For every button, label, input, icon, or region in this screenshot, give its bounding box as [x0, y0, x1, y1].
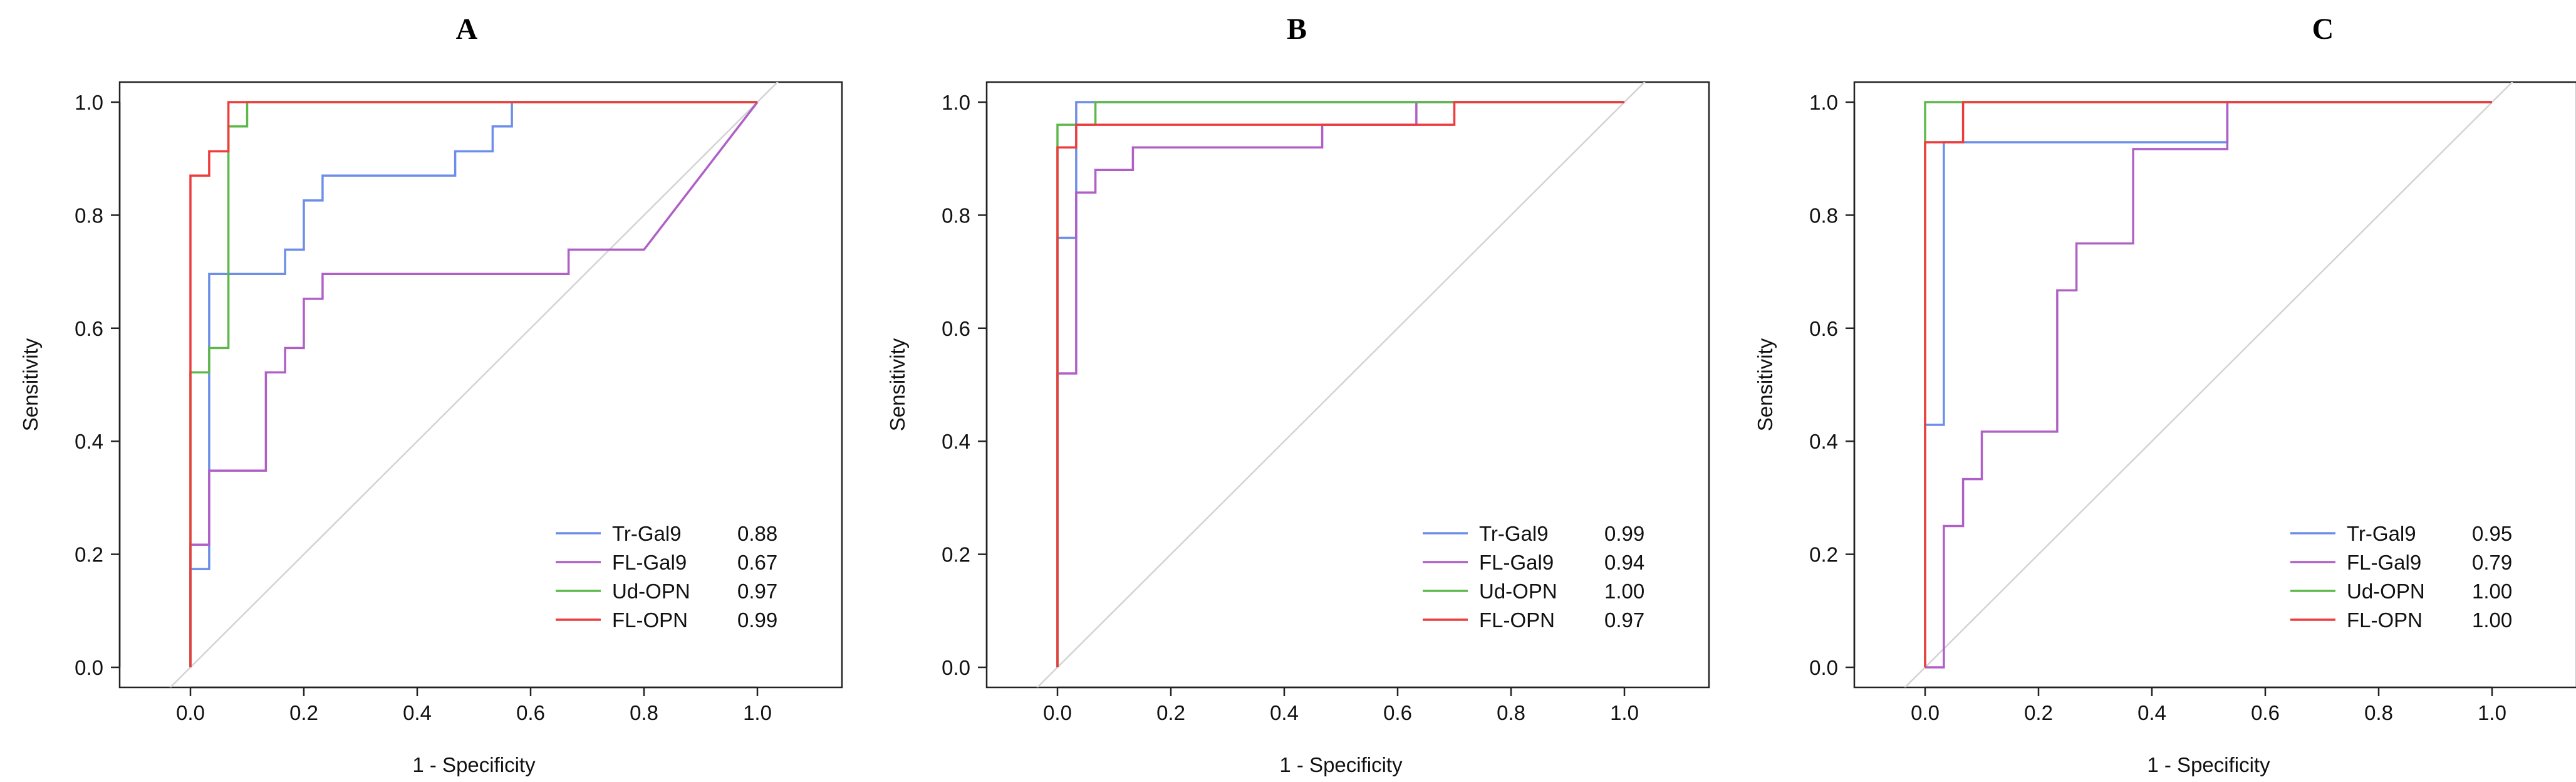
y-tick-label: 0.8 — [75, 204, 103, 227]
x-tick-label: 1.0 — [1610, 701, 1639, 724]
legend-label: FL-Gal9 — [2347, 551, 2421, 574]
y-axis-title: Sensitivity — [886, 338, 909, 431]
legend-label: Tr-Gal9 — [612, 522, 682, 545]
legend-auc-value: 0.94 — [1604, 551, 1644, 574]
legend-label: Ud-OPN — [2347, 580, 2425, 603]
legend-label: Tr-Gal9 — [2347, 522, 2416, 545]
roc-curve-fl-opn — [1056, 101, 1624, 667]
y-tick-label: 0.0 — [942, 656, 970, 679]
y-tick-label: 1.0 — [75, 91, 103, 114]
roc-curve-fl-opn — [189, 101, 757, 667]
panel-title: C — [2312, 13, 2334, 46]
legend-auc-value: 0.99 — [1604, 522, 1644, 545]
x-tick-label: 0.2 — [2024, 701, 2053, 724]
x-axis-title: 1 - Specificity — [2147, 753, 2270, 776]
x-tick-label: 0.6 — [516, 701, 545, 724]
y-tick-label: 0.6 — [75, 317, 103, 340]
y-tick-label: 0.2 — [1809, 543, 1838, 566]
panel-title: A — [456, 13, 478, 46]
panel-c: C 0.0 0.2 0.4 0.6 0.8 1.0 0.0 0.2 0.4 0.6 0.8 1.0 1 -… — [1753, 13, 2576, 776]
y-tick-label: 0.6 — [1809, 317, 1838, 340]
legend-auc-value: 0.97 — [737, 580, 777, 603]
x-tick-label: 0.8 — [2364, 701, 2393, 724]
plot-frame — [1853, 81, 2576, 689]
legend-label: Ud-OPN — [1479, 580, 1557, 603]
y-tick-label: 0.2 — [942, 543, 970, 566]
x-axis-title: 1 - Specificity — [412, 753, 536, 776]
legend-auc-value: 0.95 — [2472, 522, 2512, 545]
x-tick-label: 0.8 — [630, 701, 658, 724]
x-tick-label: 0.6 — [2251, 701, 2280, 724]
y-tick-label: 0.4 — [942, 430, 970, 453]
legend-auc-value: 0.88 — [737, 522, 777, 545]
legend-label: FL-Gal9 — [1479, 551, 1554, 574]
x-tick-label: 0.2 — [289, 701, 318, 724]
legend-auc-value: 1.00 — [2472, 580, 2512, 603]
y-tick-label: 0.2 — [75, 543, 103, 566]
legend-label: FL-OPN — [612, 608, 688, 632]
y-tick-label: 0.0 — [1809, 656, 1838, 679]
y-axis-title: Sensitivity — [19, 338, 42, 431]
y-tick-label: 0.0 — [75, 656, 103, 679]
y-axis-title: Sensitivity — [1753, 338, 1777, 431]
x-tick-label: 0.0 — [176, 701, 205, 724]
legend-label: Tr-Gal9 — [1479, 522, 1549, 545]
panel-b: B 0.0 0.2 0.4 0.6 0.8 1.0 0.0 0.2 0.4 0.6 0.8 1.0 1 -… — [886, 13, 1710, 776]
x-tick-label: 0.6 — [1383, 701, 1412, 724]
y-tick-label: 1.0 — [942, 91, 970, 114]
x-tick-label: 0.4 — [403, 701, 432, 724]
legend-label: FL-OPN — [2347, 608, 2423, 632]
legend-auc-value: 0.97 — [1604, 608, 1644, 632]
x-axis-title: 1 - Specificity — [1279, 753, 1403, 776]
legend-label: FL-Gal9 — [612, 551, 687, 574]
legend-label: FL-OPN — [1479, 608, 1555, 632]
x-tick-label: 0.4 — [1270, 701, 1299, 724]
roc-curve-fl-gal9 — [1925, 101, 2492, 669]
roc-curve-fl-opn — [1924, 101, 2492, 667]
legend-auc-value: 0.79 — [2472, 551, 2512, 574]
legend-auc-value: 1.00 — [1604, 580, 1644, 603]
panel-a: A 0.0 0.2 0.4 0.6 0.8 1.0 0.0 0.2 0.4 0.6 0.8 1.0 1 -… — [19, 13, 843, 776]
y-tick-label: 0.4 — [75, 430, 103, 453]
x-tick-label: 1.0 — [2478, 701, 2506, 724]
legend-label: Ud-OPN — [612, 580, 690, 603]
x-tick-label: 0.8 — [1497, 701, 1525, 724]
roc-curve-ud-opn — [189, 101, 757, 667]
x-tick-label: 0.0 — [1911, 701, 1940, 724]
panel-title: B — [1287, 13, 1307, 46]
reference-diagonal — [1904, 82, 2513, 687]
y-tick-label: 0.8 — [942, 204, 970, 227]
roc-curve-fl-gal9 — [189, 101, 759, 667]
x-tick-label: 0.0 — [1043, 701, 1072, 724]
reference-diagonal — [1036, 82, 1646, 687]
legend-auc-value: 0.99 — [737, 608, 777, 632]
reference-diagonal — [169, 82, 779, 687]
legend-auc-value: 1.00 — [2472, 608, 2512, 632]
legend-auc-value: 0.67 — [737, 551, 777, 574]
y-tick-label: 0.6 — [942, 317, 970, 340]
x-tick-label: 0.4 — [2137, 701, 2166, 724]
x-tick-label: 1.0 — [743, 701, 772, 724]
y-tick-label: 0.8 — [1809, 204, 1838, 227]
y-tick-label: 1.0 — [1809, 91, 1838, 114]
y-tick-label: 0.4 — [1809, 430, 1838, 453]
x-tick-label: 0.2 — [1156, 701, 1185, 724]
